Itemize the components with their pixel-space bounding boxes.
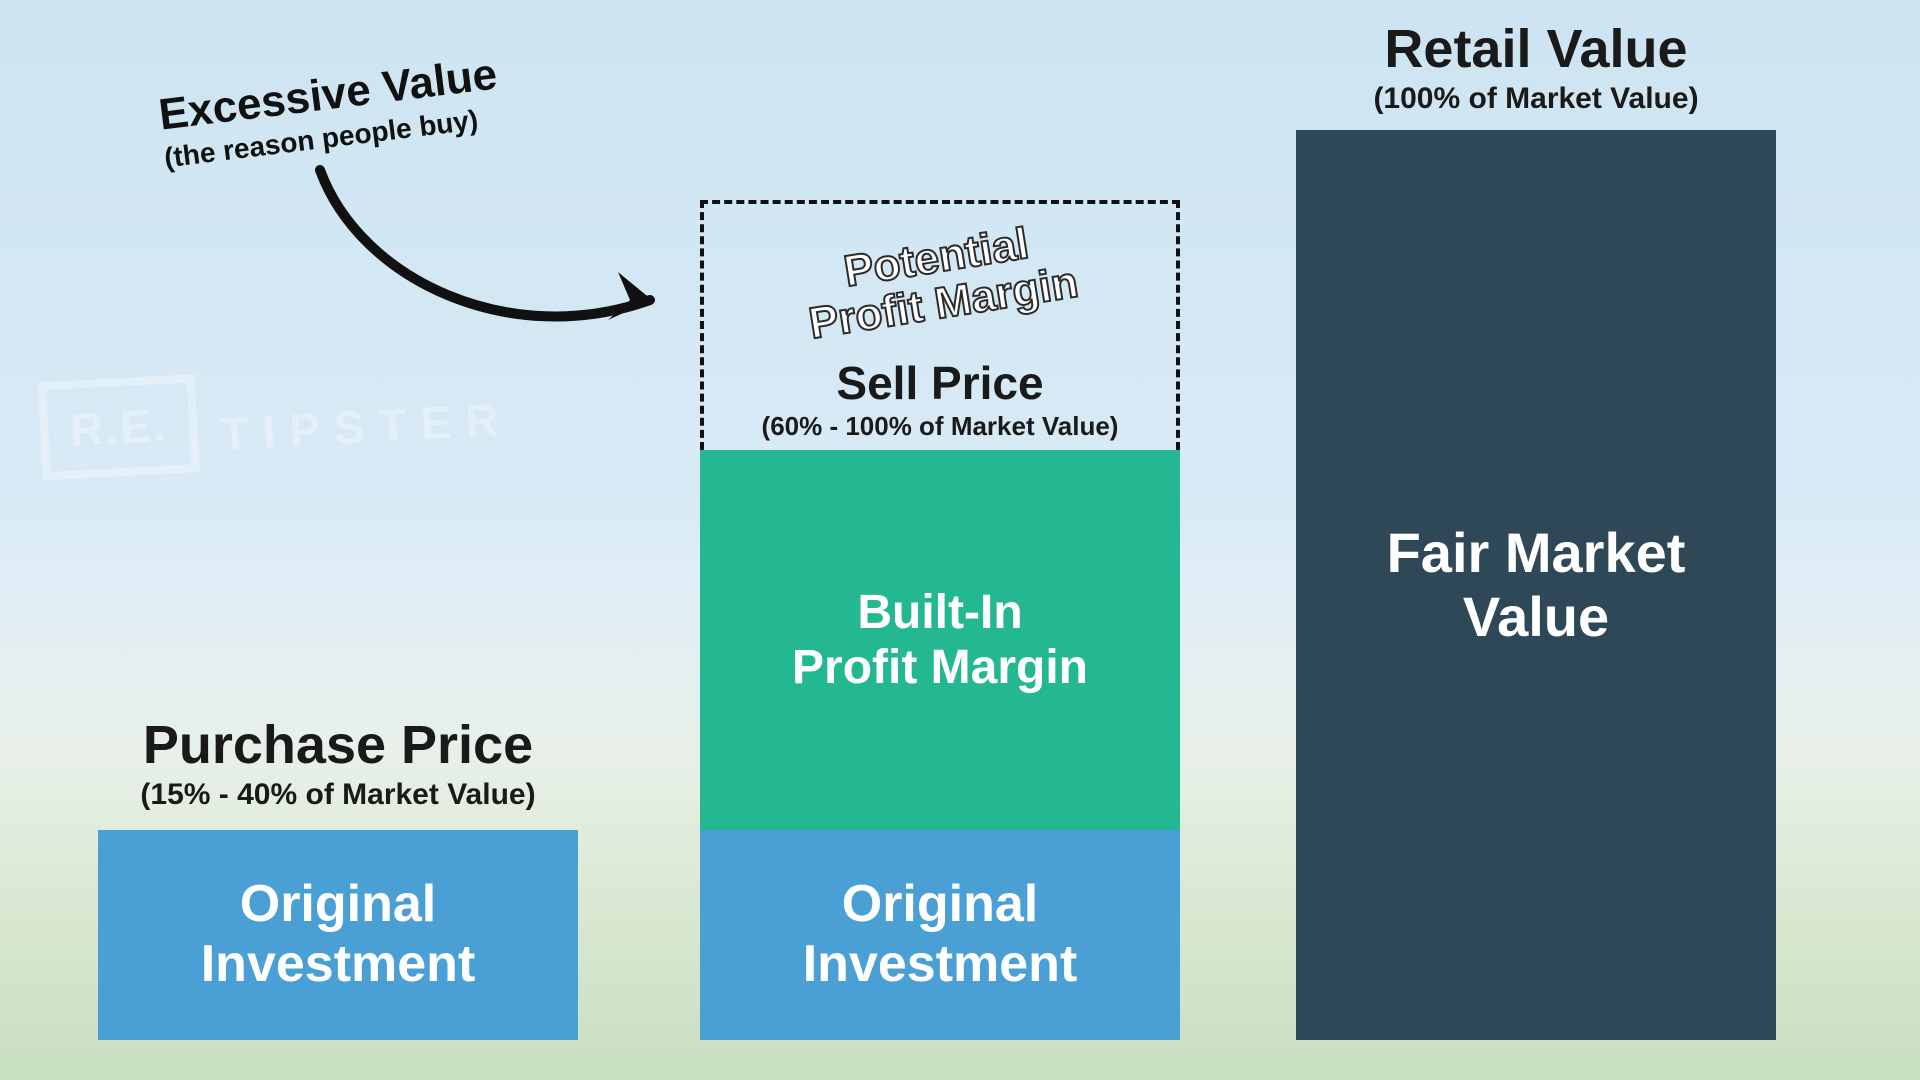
col2-sell-title: Sell Price	[762, 359, 1119, 407]
col1-title: Purchase Price	[143, 717, 533, 774]
col2-original-investment: OriginalInvestment	[700, 830, 1180, 1040]
excessive-value-callout: Excessive Value (the reason people buy)	[156, 50, 504, 175]
col2-dashed-box: PotentialProfit Margin Sell Price (60% -…	[700, 200, 1180, 450]
col1-original-investment: OriginalInvestment	[98, 830, 578, 1040]
column-purchase-price: Purchase Price (15% - 40% of Market Valu…	[98, 717, 578, 1040]
infographic: R.E. TIPSTER Excessive Value (the reason…	[0, 0, 1920, 1080]
col2-sell-subtitle: (60% - 100% of Market Value)	[762, 411, 1119, 442]
col3-fair-market-value: Fair MarketValue	[1296, 130, 1776, 1040]
col1-subtitle: (15% - 40% of Market Value)	[140, 778, 535, 812]
col2-potential-margin: PotentialProfit Margin	[704, 204, 1176, 359]
col3-subtitle: (100% of Market Value)	[1373, 82, 1698, 116]
column-sell-price: PotentialProfit Margin Sell Price (60% -…	[700, 200, 1180, 1040]
potential-profit-label: PotentialProfit Margin	[799, 214, 1081, 348]
watermark-text: TIPSTER	[219, 391, 514, 460]
col2-sell-price-header: Sell Price (60% - 100% of Market Value)	[754, 359, 1127, 450]
col2-builtin-margin: Built-InProfit Margin	[700, 450, 1180, 830]
arrow-icon	[280, 150, 700, 370]
watermark-box: R.E.	[38, 374, 200, 480]
watermark: R.E. TIPSTER	[38, 358, 515, 481]
column-retail-value: Retail Value (100% of Market Value) Fair…	[1296, 21, 1776, 1040]
col3-title: Retail Value	[1384, 21, 1687, 78]
